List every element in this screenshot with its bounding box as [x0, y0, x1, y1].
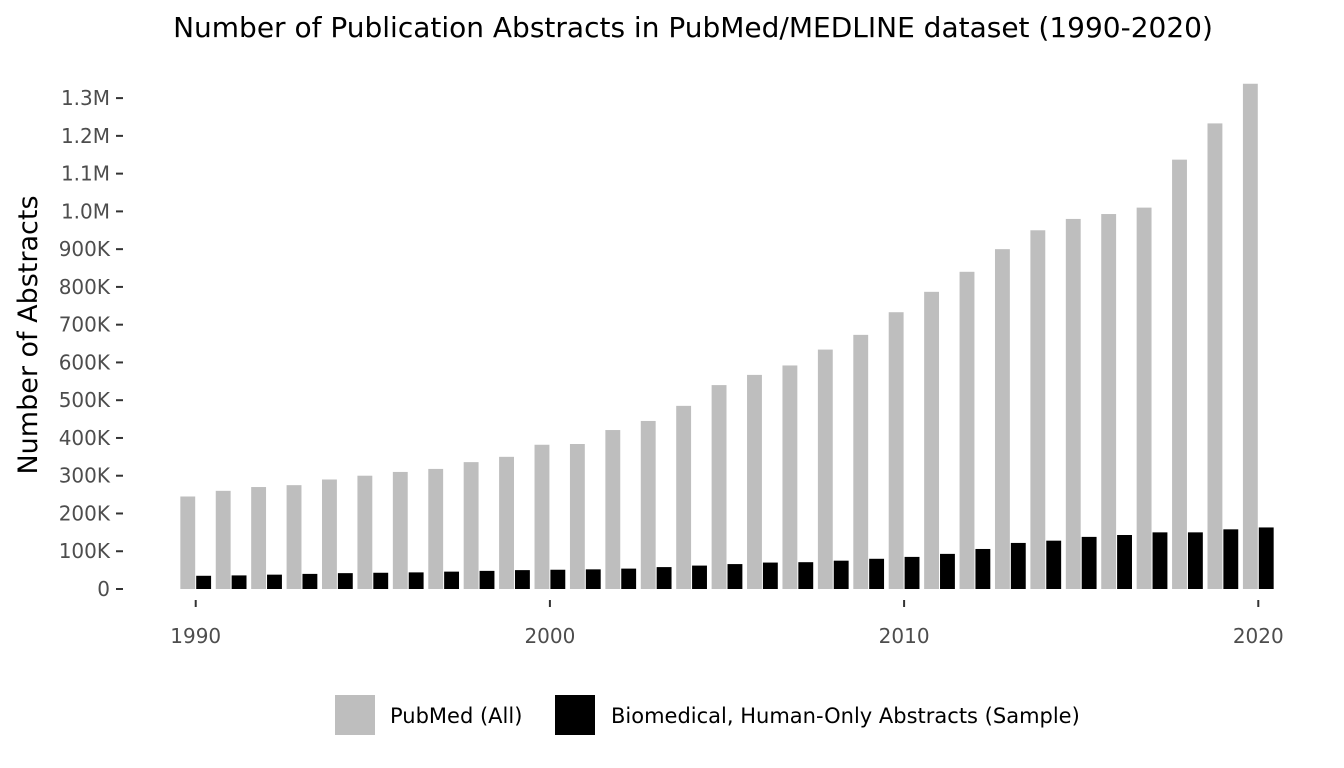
bar-pubmed-all-2019 — [1207, 123, 1223, 589]
y-tick-label: 600K — [59, 350, 111, 374]
bar-pubmed-all-2011 — [924, 291, 940, 589]
bars — [180, 83, 1274, 590]
bar-biomedical-1994 — [337, 573, 353, 589]
y-tick-label: 1.0M — [61, 199, 110, 223]
bar-pubmed-all-2002 — [605, 430, 621, 589]
bar-biomedical-1991 — [231, 575, 247, 589]
bar-pubmed-all-2005 — [711, 385, 727, 589]
bar-pubmed-all-2015 — [1065, 218, 1081, 589]
series-0 — [180, 83, 1258, 590]
y-tick-label: 500K — [59, 388, 111, 412]
bar-pubmed-all-2016 — [1101, 214, 1117, 589]
x-tick-label: 1990 — [170, 624, 221, 648]
bar-pubmed-all-1997 — [428, 468, 444, 589]
legend-label-pubmed-all: PubMed (All) — [390, 704, 522, 728]
series-1 — [196, 527, 1274, 589]
bar-pubmed-all-2020 — [1242, 83, 1258, 590]
bar-biomedical-2014 — [1046, 540, 1062, 589]
y-tick-label: 200K — [59, 501, 111, 525]
y-tick-label: 1.3M — [61, 86, 110, 110]
bar-pubmed-all-2001 — [569, 443, 585, 589]
y-tick-label: 100K — [59, 539, 111, 563]
y-tick-label: 300K — [59, 464, 111, 488]
bar-biomedical-2017 — [1152, 532, 1168, 589]
bar-biomedical-2001 — [585, 569, 601, 589]
bar-biomedical-2016 — [1117, 535, 1132, 589]
bar-pubmed-all-1993 — [286, 485, 302, 589]
bar-pubmed-all-1991 — [215, 490, 231, 589]
y-tick-label: 800K — [59, 275, 111, 299]
bar-pubmed-all-2013 — [994, 249, 1010, 590]
y-tick-label: 400K — [59, 426, 111, 450]
y-tick-label: 0 — [97, 577, 110, 601]
bar-biomedical-1999 — [514, 570, 530, 589]
bar-pubmed-all-2018 — [1172, 159, 1187, 590]
bar-pubmed-all-2017 — [1136, 207, 1152, 589]
bar-pubmed-all-2012 — [959, 271, 975, 589]
bar-biomedical-2005 — [727, 564, 743, 589]
bar-biomedical-2006 — [762, 562, 778, 589]
bar-pubmed-all-2010 — [888, 312, 904, 589]
bar-pubmed-all-2007 — [782, 365, 798, 589]
bar-biomedical-2012 — [975, 548, 991, 589]
bar-biomedical-2009 — [869, 558, 885, 589]
legend-swatch-biomedical-human-only — [553, 693, 597, 737]
bar-biomedical-2002 — [621, 568, 637, 589]
chart-title: Number of Publication Abstracts in PubMe… — [173, 11, 1213, 44]
bar-biomedical-1997 — [444, 571, 460, 589]
bar-pubmed-all-2003 — [640, 420, 656, 589]
bar-biomedical-1996 — [408, 572, 424, 589]
legend-swatch-pubmed-all — [333, 693, 377, 737]
y-tick-label: 1.1M — [61, 162, 110, 186]
x-tick-label: 2020 — [1233, 624, 1284, 648]
bar-pubmed-all-2004 — [676, 405, 692, 589]
bar-biomedical-2020 — [1258, 527, 1274, 589]
bar-pubmed-all-1998 — [463, 462, 479, 589]
bar-pubmed-all-2000 — [534, 444, 550, 589]
bar-biomedical-2008 — [833, 560, 849, 589]
bar-biomedical-1998 — [479, 570, 495, 589]
bar-biomedical-1995 — [373, 572, 389, 589]
bar-pubmed-all-1996 — [392, 471, 408, 589]
bar-biomedical-2018 — [1187, 532, 1203, 589]
bar-biomedical-2013 — [1010, 542, 1026, 589]
bar-biomedical-2007 — [798, 562, 814, 589]
bar-biomedical-2011 — [940, 553, 955, 589]
bar-pubmed-all-2006 — [747, 374, 762, 589]
x-axis: 1990 2000 2010 2020 — [170, 600, 1284, 648]
bar-pubmed-all-1992 — [251, 487, 267, 589]
bar-biomedical-1992 — [267, 574, 282, 589]
bar-pubmed-all-2014 — [1030, 230, 1046, 589]
x-tick-label: 2000 — [524, 624, 575, 648]
bar-biomedical-1993 — [302, 573, 318, 589]
y-axis-title: Number of Abstracts — [13, 195, 44, 474]
bar-biomedical-1990 — [196, 575, 212, 589]
bar-pubmed-all-1990 — [180, 496, 196, 589]
bar-biomedical-2000 — [550, 569, 566, 589]
bar-pubmed-all-1994 — [322, 479, 337, 589]
bar-pubmed-all-1999 — [499, 456, 514, 589]
bar-biomedical-2004 — [692, 565, 707, 589]
y-tick-label: 700K — [59, 313, 111, 337]
bar-biomedical-2019 — [1223, 529, 1239, 589]
bar-pubmed-all-1995 — [357, 475, 373, 589]
x-tick-label: 2010 — [879, 624, 930, 648]
y-tick-label: 1.2M — [61, 124, 110, 148]
bar-pubmed-all-2009 — [853, 334, 869, 589]
bar-biomedical-2015 — [1081, 536, 1097, 589]
legend-label-biomedical-human-only: Biomedical, Human-Only Abstracts (Sample… — [611, 704, 1080, 728]
bar-biomedical-2003 — [656, 567, 672, 589]
bar-pubmed-all-2008 — [817, 349, 833, 589]
y-tick-label: 900K — [59, 237, 111, 261]
bar-biomedical-2010 — [904, 556, 920, 589]
legend: PubMed (All) Biomedical, Human-Only Abst… — [333, 693, 1080, 737]
y-axis: 0 100K 200K 300K 400K 500K 600K 700K 800K 900K 1.0… — [59, 86, 123, 601]
